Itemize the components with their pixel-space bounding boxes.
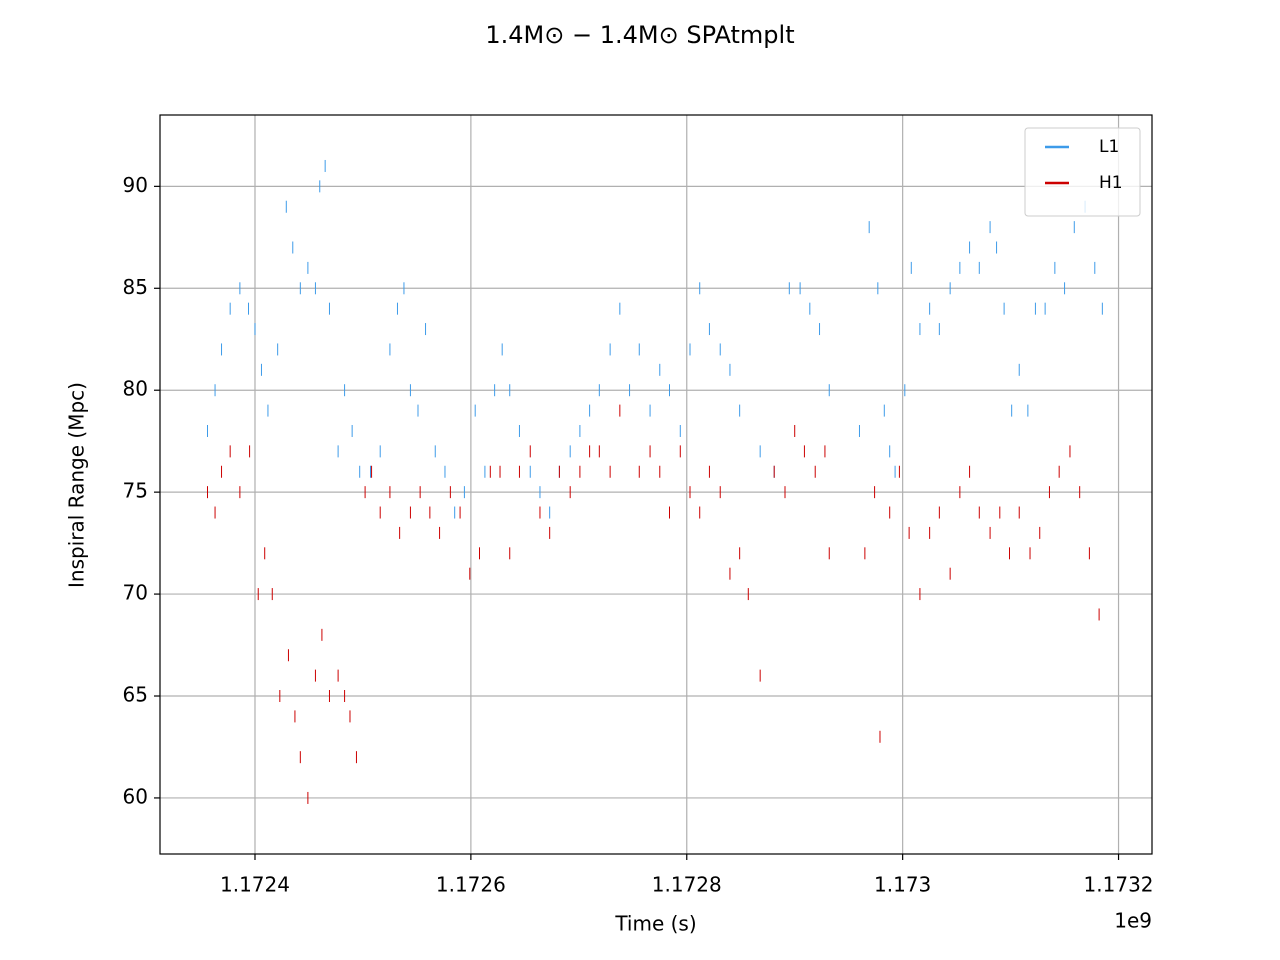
y-tick-label: 85: [123, 275, 148, 299]
series-points: [206, 159, 1103, 519]
y-tick-label: 80: [123, 377, 148, 401]
legend-label: L1: [1099, 137, 1119, 157]
chart-title: 1.4M⊙ − 1.4M⊙ SPAtmplt: [485, 21, 794, 49]
series-points: [206, 404, 1100, 804]
x-tick-label: 1.1726: [436, 873, 506, 897]
x-tick-label: 1.173: [874, 873, 931, 897]
legend-box: [1024, 127, 1141, 217]
plot-frame: [159, 114, 1153, 855]
y-tick-label: 90: [123, 173, 148, 197]
y-axis-label: Inspiral Range (Mpc): [65, 382, 89, 588]
x-tick-label: 1.1732: [1084, 873, 1154, 897]
x-tick-label: 1.1724: [220, 873, 290, 897]
y-tick-label: 70: [123, 581, 148, 605]
x-tick-label: 1.1728: [652, 873, 722, 897]
x-offset-label: 1e9: [1114, 909, 1152, 933]
y-tick-label: 75: [123, 479, 148, 503]
y-tick-label: 65: [123, 683, 148, 707]
legend-label: H1: [1099, 173, 1123, 193]
x-axis-label: Time (s): [614, 912, 696, 936]
y-tick-label: 60: [123, 784, 148, 808]
